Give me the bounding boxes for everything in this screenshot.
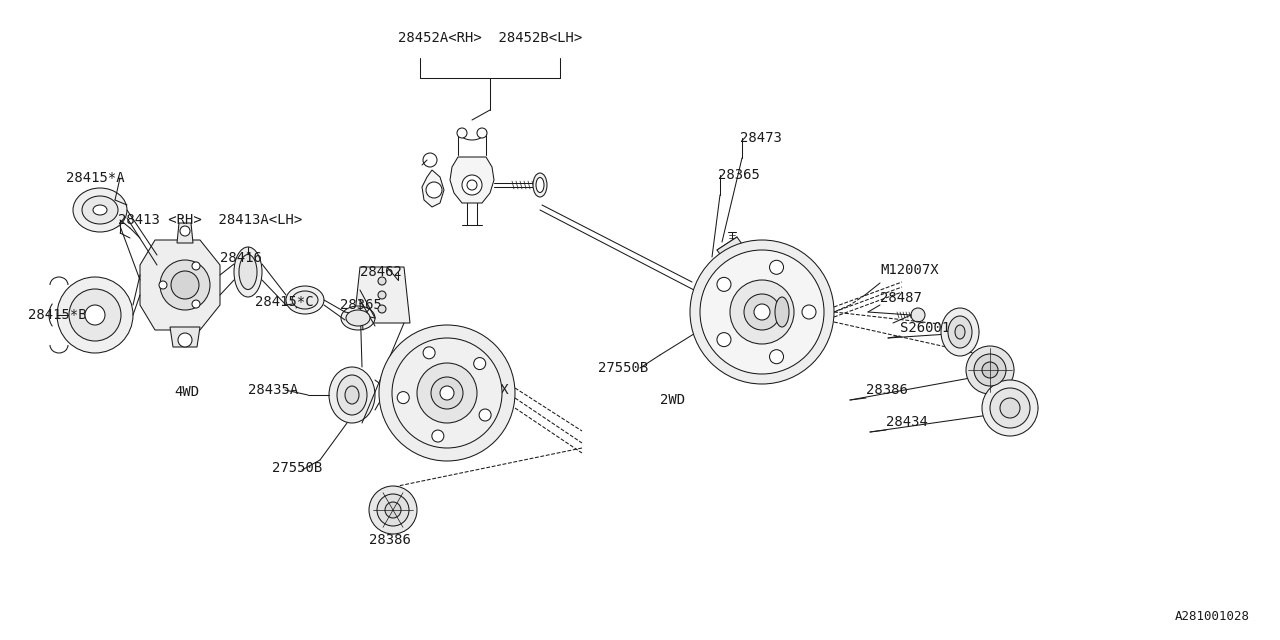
Text: 27550B: 27550B	[273, 461, 323, 475]
Text: 28434: 28434	[886, 415, 928, 429]
Polygon shape	[170, 327, 200, 347]
Circle shape	[982, 362, 998, 378]
Polygon shape	[422, 170, 444, 207]
Circle shape	[397, 392, 410, 404]
Ellipse shape	[346, 386, 358, 404]
Ellipse shape	[941, 308, 979, 356]
Circle shape	[385, 502, 401, 518]
Text: M12007X: M12007X	[451, 383, 508, 397]
Circle shape	[717, 333, 731, 347]
Ellipse shape	[774, 297, 788, 327]
Circle shape	[178, 333, 192, 347]
Circle shape	[440, 386, 454, 400]
Ellipse shape	[239, 255, 257, 289]
Text: 28416: 28416	[220, 251, 262, 265]
Circle shape	[69, 289, 122, 341]
Text: 28386: 28386	[867, 383, 908, 397]
Text: 28487: 28487	[881, 291, 922, 305]
Circle shape	[726, 246, 739, 258]
Text: A281001028: A281001028	[1175, 609, 1251, 623]
Ellipse shape	[337, 375, 367, 415]
Circle shape	[457, 128, 467, 138]
Text: 28435A: 28435A	[248, 383, 298, 397]
Polygon shape	[177, 223, 193, 243]
Circle shape	[803, 305, 817, 319]
Circle shape	[426, 182, 442, 198]
Ellipse shape	[234, 247, 262, 297]
Polygon shape	[451, 157, 494, 203]
Polygon shape	[717, 237, 742, 257]
Circle shape	[974, 354, 1006, 386]
Ellipse shape	[73, 188, 127, 232]
Circle shape	[378, 277, 387, 285]
Text: 28386: 28386	[369, 533, 411, 547]
Text: 2WD: 2WD	[660, 393, 685, 407]
Circle shape	[417, 363, 477, 423]
Text: 28415*A: 28415*A	[67, 171, 124, 185]
Ellipse shape	[532, 173, 547, 197]
Circle shape	[192, 262, 200, 270]
Ellipse shape	[82, 196, 118, 224]
Text: 28462: 28462	[360, 265, 402, 279]
Circle shape	[769, 349, 783, 364]
Circle shape	[422, 153, 436, 167]
Circle shape	[192, 300, 200, 308]
Ellipse shape	[329, 367, 375, 423]
Circle shape	[392, 338, 502, 448]
Circle shape	[474, 358, 485, 369]
Circle shape	[160, 260, 210, 310]
Text: 28415*B: 28415*B	[28, 308, 87, 322]
Text: 28415*C: 28415*C	[255, 295, 314, 309]
Circle shape	[58, 277, 133, 353]
Circle shape	[479, 409, 492, 421]
Ellipse shape	[536, 177, 544, 193]
Circle shape	[989, 388, 1030, 428]
Text: M12007X: M12007X	[881, 263, 938, 277]
Text: 28452A<RH>  28452B<LH>: 28452A<RH> 28452B<LH>	[398, 31, 582, 45]
Text: 4WD: 4WD	[174, 385, 200, 399]
Circle shape	[1000, 398, 1020, 418]
Circle shape	[431, 430, 444, 442]
Circle shape	[690, 240, 835, 384]
Circle shape	[369, 486, 417, 534]
Text: 28365: 28365	[340, 298, 381, 312]
Ellipse shape	[285, 286, 324, 314]
Circle shape	[84, 305, 105, 325]
Text: 28473: 28473	[740, 131, 782, 145]
Circle shape	[982, 380, 1038, 436]
Polygon shape	[355, 267, 410, 323]
Ellipse shape	[948, 316, 972, 348]
Ellipse shape	[93, 205, 108, 215]
Circle shape	[424, 347, 435, 359]
Circle shape	[754, 304, 771, 320]
Polygon shape	[140, 240, 220, 330]
Ellipse shape	[955, 325, 965, 339]
Ellipse shape	[292, 291, 317, 309]
Circle shape	[378, 494, 410, 526]
Circle shape	[744, 294, 780, 330]
Circle shape	[966, 346, 1014, 394]
Ellipse shape	[346, 310, 370, 326]
Circle shape	[477, 128, 486, 138]
Circle shape	[379, 325, 515, 461]
Ellipse shape	[771, 287, 794, 337]
Circle shape	[462, 175, 483, 195]
Circle shape	[700, 250, 824, 374]
Circle shape	[431, 377, 463, 409]
Circle shape	[769, 260, 783, 275]
Circle shape	[378, 291, 387, 299]
Circle shape	[467, 180, 477, 190]
Circle shape	[730, 280, 794, 344]
Circle shape	[180, 226, 189, 236]
Circle shape	[378, 305, 387, 313]
Circle shape	[911, 308, 925, 322]
Text: 27550B: 27550B	[598, 361, 648, 375]
Ellipse shape	[340, 306, 375, 330]
Circle shape	[717, 277, 731, 291]
Text: S26001: S26001	[900, 321, 950, 335]
Circle shape	[172, 271, 198, 299]
Text: 28413 <RH>  28413A<LH>: 28413 <RH> 28413A<LH>	[118, 213, 302, 227]
Circle shape	[159, 281, 166, 289]
Text: 28365: 28365	[718, 168, 760, 182]
